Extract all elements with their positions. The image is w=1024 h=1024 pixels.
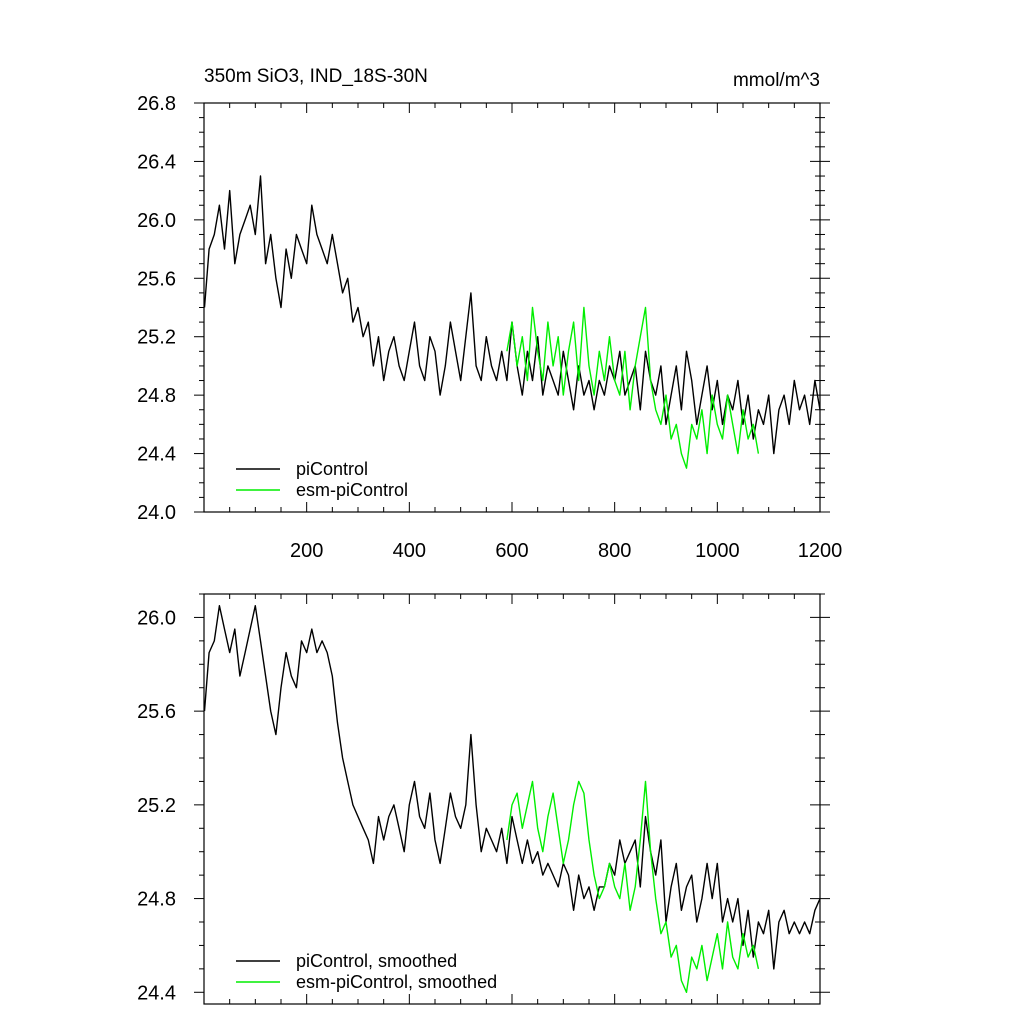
x-tick-label: 800 — [598, 540, 631, 562]
series-line-esm-picontrol-smoothed — [506, 780, 760, 993]
x-tick-label: 200 — [290, 540, 323, 562]
legend-label-esm-picontrol: esm-piControl — [296, 480, 408, 500]
bottom-panel: 24.4 24.8 25.2 25.6 26.0 piControl, smoothed… — [137, 593, 830, 1005]
y-tick-label: 24.8 — [137, 889, 176, 911]
y-tick-label: 25.2 — [137, 795, 176, 817]
y-tick-label: 26.8 — [137, 93, 176, 115]
series-line-esm-picontrol — [506, 306, 760, 469]
y-tick-label: 24.4 — [137, 982, 176, 1004]
top-panel: 350m SiO3, IND_18S-30N mmol/m^3 200 400 60… — [137, 66, 842, 562]
legend-label-picontrol: piControl — [296, 459, 368, 479]
y-tick-label: 26.0 — [137, 210, 176, 232]
y-tick-label: 25.2 — [137, 327, 176, 349]
series-line-picontrol — [203, 175, 821, 455]
y-tick-label: 24.0 — [137, 502, 176, 524]
legend: piControl, smoothed esm-piControl, smoot… — [236, 951, 497, 992]
y-tick-label: 25.6 — [137, 268, 176, 290]
x-tick-label: 1200 — [798, 540, 843, 562]
y-tick-label: 25.6 — [137, 701, 176, 723]
series-layer — [203, 605, 821, 993]
y-tick-label: 24.8 — [137, 385, 176, 407]
plot-frame — [203, 102, 821, 513]
x-tick-label: 600 — [495, 540, 528, 562]
tick-layer: 200 400 600 800 1000 1200 24.0 24.4 24.8 25.2 25.6… — [137, 93, 842, 562]
plot-frame — [203, 593, 821, 1005]
units-label: mmol/m^3 — [733, 70, 820, 91]
y-tick-label: 26.4 — [137, 151, 176, 173]
x-tick-label: 1000 — [695, 540, 740, 562]
legend-label-esm-picontrol-smoothed: esm-piControl, smoothed — [296, 972, 497, 992]
y-tick-label: 24.4 — [137, 444, 176, 466]
x-tick-label: 400 — [393, 540, 426, 562]
chart-title: 350m SiO3, IND_18S-30N — [204, 66, 428, 87]
legend: piControl esm-piControl — [236, 459, 408, 500]
legend-label-picontrol-smoothed: piControl, smoothed — [296, 951, 457, 971]
series-line-picontrol-smoothed — [203, 605, 821, 970]
series-layer — [203, 175, 821, 469]
y-tick-label: 26.0 — [137, 607, 176, 629]
tick-layer: 24.4 24.8 25.2 25.6 26.0 — [137, 593, 830, 1004]
